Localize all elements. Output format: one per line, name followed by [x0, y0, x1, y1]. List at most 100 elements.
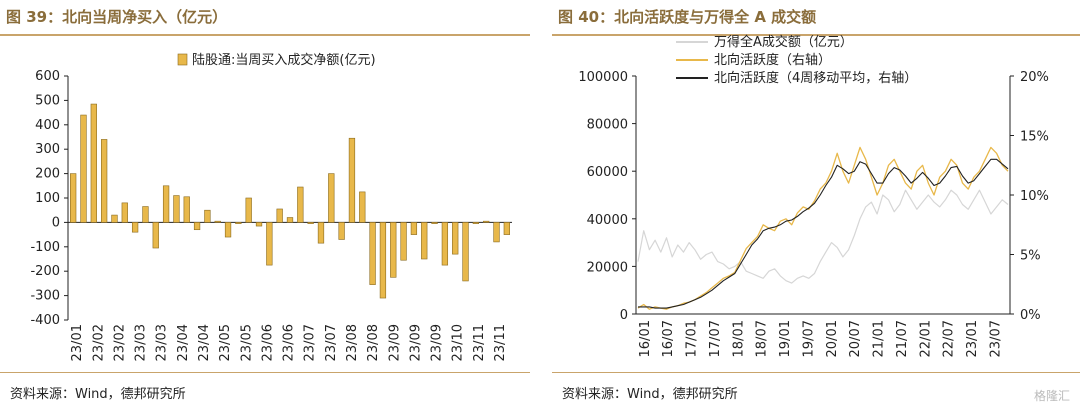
activity-line-chart: 0 20000 40000 60000 80000 100000 0% 5% 10% 15% 20%…: [578, 34, 1049, 357]
bar: [328, 173, 335, 223]
x-tick-label: 23/06: [282, 324, 297, 361]
x-tick-label: 16/01: [638, 320, 653, 357]
source-rule: [0, 372, 530, 373]
bar: [307, 222, 314, 224]
source-rule: [552, 372, 1080, 373]
bar: [369, 222, 376, 285]
bar: [142, 206, 149, 223]
bar: [431, 222, 438, 224]
bar: [70, 173, 77, 223]
bar: [297, 186, 304, 223]
y-tick-label: 300: [35, 142, 60, 157]
x-tick-label: 23/02: [112, 324, 127, 361]
x-tick-label: 23/07: [988, 320, 1003, 357]
x-tick-label: 23/04: [197, 324, 212, 361]
x-tick-label: 23/07: [324, 324, 339, 361]
x-tick-label: 18/01: [731, 320, 746, 357]
bar: [286, 217, 294, 223]
bar: [255, 222, 263, 227]
x-tick-label: 23/08: [345, 324, 360, 361]
y-tick-label: 0: [620, 308, 628, 323]
bar: [348, 137, 356, 223]
net-buy-bar-chart: -400 -300 -200 -100 0 100 200 300 400 500 600 23/01…: [30, 52, 512, 361]
x-tick-label: 20/01: [825, 320, 840, 357]
x-tick-label: 19/07: [801, 320, 816, 357]
bar: [173, 195, 180, 223]
x-tick-label: 23/11: [472, 324, 487, 361]
bar: [359, 191, 366, 223]
x-tick-label: 17/01: [685, 320, 700, 357]
bar: [183, 196, 190, 223]
bar: [224, 222, 232, 238]
bar: [276, 208, 283, 223]
y-tick-label: 0: [52, 215, 60, 230]
y2-tick-label: 0%: [1020, 308, 1041, 323]
bar: [162, 185, 170, 223]
x-tick-label: 23/10: [451, 324, 466, 361]
left-chart-title: 图 39：北向当周净买入（亿元）: [6, 8, 228, 26]
right-chart-title: 图 40：北向活跃度与万得全 A 成交额: [558, 8, 817, 26]
bar: [421, 222, 428, 260]
y-tick-label: -100: [30, 240, 60, 255]
y-tick-label: 60000: [587, 165, 628, 180]
series-line: [638, 158, 1009, 309]
x-tick-label: 23/09: [387, 324, 402, 361]
x-tick-label: 21/01: [872, 320, 887, 357]
bar: [80, 114, 87, 223]
watermark-logo: 格隆汇: [1033, 389, 1070, 403]
x-tick-label: 23/06: [260, 324, 275, 361]
bar: [101, 139, 108, 223]
x-tick-label: 23/09: [408, 324, 423, 361]
x-tick-label: 23/03: [155, 324, 170, 361]
y2-tick-label: 5%: [1020, 249, 1041, 264]
bar: [400, 222, 407, 261]
bar: [483, 220, 490, 223]
y-tick-label: 500: [35, 93, 60, 108]
bar: [131, 222, 139, 233]
y2-tick-label: 20%: [1020, 70, 1049, 85]
bar: [245, 197, 252, 223]
bar: [317, 222, 325, 244]
y-tick-label: 400: [35, 118, 60, 133]
x-tick-label: 23/02: [91, 324, 106, 361]
bar: [462, 222, 469, 282]
bar: [111, 214, 118, 223]
x-tick-label: 18/07: [755, 320, 770, 357]
y2-tick-label: 15%: [1020, 130, 1049, 145]
y-tick-label: -400: [30, 313, 60, 328]
bar: [503, 222, 510, 235]
bar: [214, 220, 221, 223]
x-tick-label: 23/01: [70, 324, 85, 361]
legend-swatch: [177, 53, 188, 66]
x-tick-label: 23/05: [239, 324, 254, 361]
bar: [452, 222, 459, 255]
x-tick-label: 16/07: [661, 320, 676, 357]
x-tick-label: 22/01: [918, 320, 933, 357]
bar: [441, 222, 449, 266]
legend-label: 北向活跃度（4周移动平均，右轴）: [714, 70, 917, 86]
bar: [493, 222, 500, 243]
legend-label: 陆股通:当周买入成交净额(亿元): [192, 52, 376, 68]
y-tick-label: -200: [30, 264, 60, 279]
right-panel: 图 40：北向活跃度与万得全 A 成交额 0 20000 40000 60000 800…: [552, 0, 1080, 410]
x-tick-label: 23/08: [366, 324, 381, 361]
series-line: [637, 189, 1009, 284]
x-tick-label: 23/11: [493, 324, 508, 361]
legend-label: 万得全A成交额（亿元）: [714, 34, 853, 50]
bar: [266, 222, 273, 266]
y-tick-label: 20000: [587, 260, 628, 275]
right-source: 资料来源：Wind，德邦研究所: [562, 387, 738, 402]
x-tick-label: 23/03: [134, 324, 149, 361]
bar: [193, 222, 201, 231]
title-rule: [0, 34, 530, 36]
y-tick-label: 40000: [587, 213, 628, 228]
y-tick-label: 80000: [587, 118, 628, 133]
y2-tick-label: 10%: [1020, 189, 1049, 204]
bar: [379, 222, 387, 299]
bar: [390, 222, 397, 278]
x-tick-label: 23/01: [965, 320, 980, 357]
left-panel: 图 39：北向当周净买入（亿元） -400 -300 -200 -100 0 100 200…: [0, 0, 530, 410]
bar: [472, 222, 480, 224]
bar: [235, 222, 242, 224]
x-tick-label: 20/07: [848, 320, 863, 357]
